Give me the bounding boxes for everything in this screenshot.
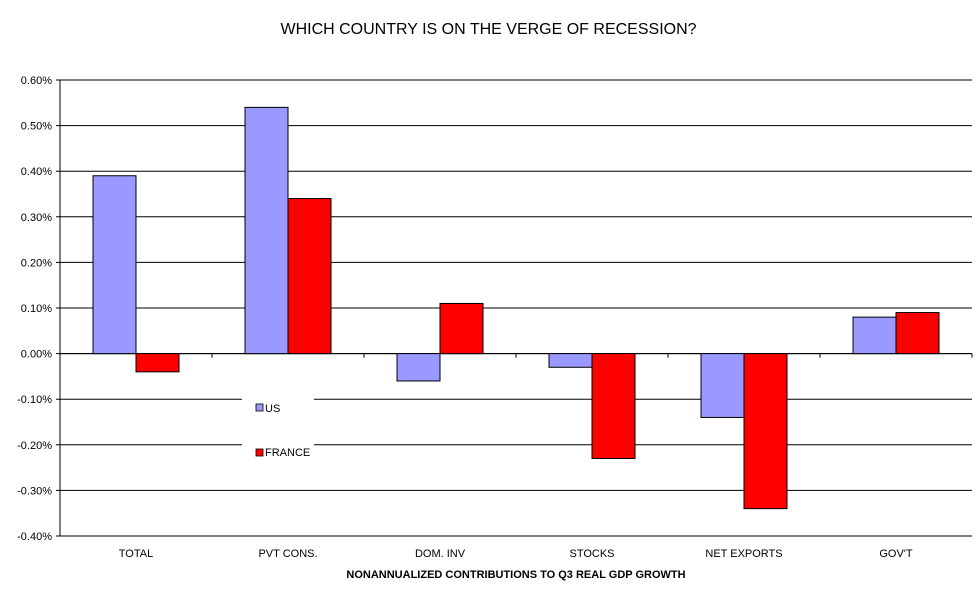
y-tick-label: 0.00%: [21, 349, 52, 361]
x-tick-label: STOCKS: [569, 548, 614, 560]
y-tick-label: 0.60%: [21, 75, 52, 87]
bar-us-stocks: [548, 353, 593, 368]
y-tick-labels: -0.40% -0.30% -0.20% -0.10% 0.00% 0.10% 0.20% 0…: [17, 75, 52, 543]
legend-swatch-france: [255, 448, 264, 457]
bar-france-dom-inv: [439, 302, 484, 355]
bar-us-gov-t: [852, 316, 897, 355]
bars: [92, 106, 940, 510]
x-tick-label: NET EXPORTS: [705, 548, 782, 560]
y-tick-label: 0.20%: [21, 257, 52, 269]
bar-us-total: [92, 175, 137, 355]
y-tick-label: 0.30%: [21, 212, 52, 224]
bar-us-pvt-cons: [244, 106, 289, 355]
y-tick-label: 0.40%: [21, 166, 52, 178]
bar-france-pvt-cons: [287, 198, 332, 355]
bar-france-stocks: [591, 353, 636, 459]
y-tick-label: -0.20%: [17, 440, 52, 452]
bar-france-gov-t: [895, 312, 940, 355]
legend-label-france: FRANCE: [265, 447, 310, 459]
y-tick-label: -0.40%: [17, 531, 52, 543]
bar-france-total: [135, 353, 180, 373]
axes: [59, 80, 973, 536]
bar-us-dom-inv: [396, 353, 441, 382]
y-tick-label: -0.10%: [17, 394, 52, 406]
x-tick-label: DOM. INV: [415, 548, 466, 560]
x-tick-label: PVT CONS.: [258, 548, 317, 560]
bar-us-net-exports: [700, 353, 745, 418]
y-tick-label: 0.10%: [21, 303, 52, 315]
y-tick-label: 0.50%: [21, 121, 52, 133]
legend-swatch-us: [255, 403, 264, 412]
bar-france-net-exports: [743, 353, 788, 510]
x-tick-label: TOTAL: [119, 548, 153, 560]
legend: US FRANCE: [242, 393, 314, 468]
gridlines: [56, 79, 972, 537]
chart-title: WHICH COUNTRY IS ON THE VERGE OF RECESSI…: [280, 21, 697, 38]
x-tick-label: GOV'T: [879, 548, 913, 560]
legend-label-us: US: [265, 403, 280, 415]
x-tick-labels: TOTAL PVT CONS. DOM. INV STOCKS NET EXPORTS G…: [119, 548, 913, 560]
x-axis-title: NONANNUALIZED CONTRIBUTIONS TO Q3 REAL G…: [346, 569, 685, 581]
legend-box: [242, 393, 314, 468]
y-tick-label: -0.30%: [17, 485, 52, 497]
